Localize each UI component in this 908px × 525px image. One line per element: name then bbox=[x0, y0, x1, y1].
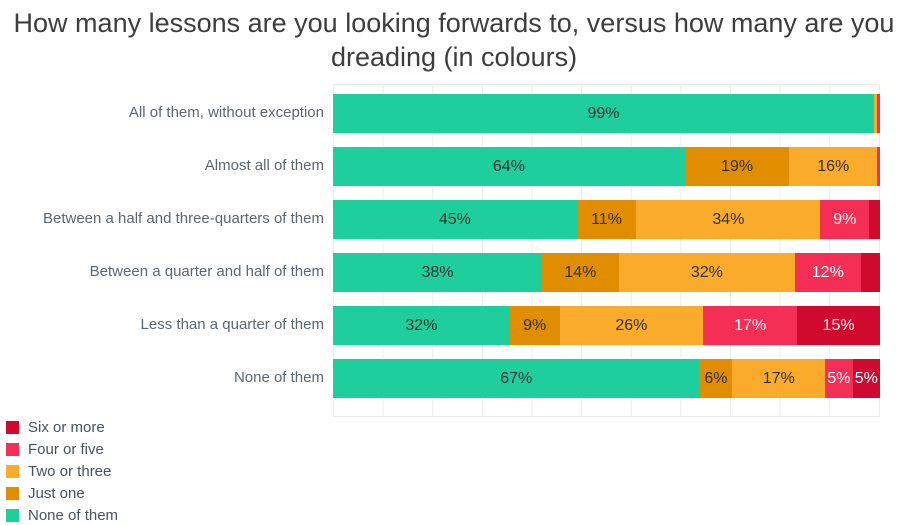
bar-value-label: 26% bbox=[615, 316, 648, 334]
bar-segment-four-or-five[interactable]: 5% bbox=[825, 359, 853, 399]
bar-segment-six-or-more[interactable] bbox=[860, 253, 880, 293]
stacked-bar-chart: All of them, without exception 99% Almost … bbox=[0, 84, 908, 418]
stacked-bar: 32% 9% 26% 17% 15% bbox=[333, 306, 880, 346]
bar-value-label: 67% bbox=[500, 369, 533, 387]
bar-value-label: 6% bbox=[704, 369, 728, 387]
bar-value-label: 19% bbox=[721, 157, 754, 175]
bar-value-label: 17% bbox=[762, 369, 795, 387]
legend-item-four-or-five[interactable]: Four or five bbox=[6, 438, 908, 460]
bar-segment-just-one[interactable]: 6% bbox=[699, 359, 733, 399]
category-label: Between a half and three-quarters of the… bbox=[42, 210, 324, 228]
bar-value-label: 9% bbox=[523, 316, 547, 334]
bar-value-label: 12% bbox=[811, 263, 844, 281]
chart-row: Almost all of them 64% 19% 16% bbox=[0, 140, 908, 193]
bar-value-label: 14% bbox=[564, 263, 597, 281]
bar-value-label: 17% bbox=[734, 316, 767, 334]
bar-segment-two-or-three[interactable] bbox=[873, 94, 877, 134]
bar-value-label: 5% bbox=[854, 369, 878, 387]
legend-swatch-icon bbox=[6, 442, 19, 456]
bar-segment-none-of-them[interactable]: 32% bbox=[333, 306, 510, 346]
legend-swatch-icon bbox=[6, 508, 19, 522]
bar-segment-just-one[interactable]: 9% bbox=[509, 306, 560, 346]
bar-segment-six-or-more[interactable] bbox=[869, 200, 881, 240]
chart-legend: Six or more Four or five Two or three Just … bbox=[6, 416, 908, 525]
category-label: All of them, without exception bbox=[128, 104, 324, 122]
bar-segment-four-or-five[interactable]: 12% bbox=[794, 253, 861, 293]
legend-label: Two or three bbox=[28, 462, 112, 480]
bar-segment-six-or-more[interactable]: 5% bbox=[852, 359, 880, 399]
chart-row: Less than a quarter of them 32% 9% 26% 17% 15… bbox=[0, 299, 908, 352]
bar-value-label: 45% bbox=[438, 210, 471, 228]
legend-label: Just one bbox=[28, 484, 85, 502]
bar-segment-six-or-more[interactable]: 15% bbox=[797, 306, 880, 346]
bar-segment-just-one[interactable]: 19% bbox=[684, 147, 790, 187]
bar-segment-two-or-three[interactable]: 17% bbox=[732, 359, 826, 399]
bar-segment-none-of-them[interactable]: 45% bbox=[333, 200, 577, 240]
chart-title: How many lessons are you looking forward… bbox=[13, 8, 895, 73]
bar-value-label: 32% bbox=[405, 316, 438, 334]
bar-segment-just-one[interactable]: 11% bbox=[576, 200, 637, 240]
legend-item-none-of-them[interactable]: None of them bbox=[6, 504, 908, 525]
bar-value-label: 34% bbox=[712, 210, 745, 228]
bar-value-label: 5% bbox=[827, 369, 851, 387]
category-label: None of them bbox=[233, 369, 324, 387]
bar-segment-none-of-them[interactable]: 99% bbox=[333, 94, 874, 134]
legend-item-two-or-three[interactable]: Two or three bbox=[6, 460, 908, 482]
bar-segment-none-of-them[interactable]: 38% bbox=[333, 253, 542, 293]
legend-item-six-or-more[interactable]: Six or more bbox=[6, 416, 908, 438]
legend-label: Four or five bbox=[28, 440, 104, 458]
bar-value-label: 38% bbox=[421, 263, 454, 281]
chart-row: Between a quarter and half of them 38% 14%… bbox=[0, 246, 908, 299]
chart-rows: All of them, without exception 99% Almost … bbox=[0, 87, 908, 405]
bar-segment-just-one[interactable]: 14% bbox=[541, 253, 619, 293]
legend-item-just-one[interactable]: Just one bbox=[6, 482, 908, 504]
legend-swatch-icon bbox=[6, 420, 19, 434]
bar-segment-two-or-three[interactable]: 34% bbox=[636, 200, 821, 240]
bar-value-label: 15% bbox=[822, 316, 855, 334]
stacked-bar: 64% 19% 16% bbox=[333, 147, 880, 187]
chart-row: All of them, without exception 99% bbox=[0, 87, 908, 140]
legend-label: Six or more bbox=[28, 418, 105, 436]
bar-segment-four-or-five[interactable]: 17% bbox=[703, 306, 798, 346]
category-label: Between a quarter and half of them bbox=[89, 263, 324, 281]
bar-value-label: 64% bbox=[492, 157, 525, 175]
stacked-bar: 99% bbox=[333, 94, 880, 134]
legend-swatch-icon bbox=[6, 464, 19, 478]
bar-value-label: 32% bbox=[690, 263, 723, 281]
bar-segment-two-or-three[interactable]: 26% bbox=[559, 306, 704, 346]
bar-segment-none-of-them[interactable]: 64% bbox=[333, 147, 685, 187]
category-label: Almost all of them bbox=[204, 157, 324, 175]
bar-segment-four-or-five[interactable]: 9% bbox=[820, 200, 870, 240]
legend-swatch-icon bbox=[6, 486, 19, 500]
chart-row: Between a half and three-quarters of the… bbox=[0, 193, 908, 246]
bar-segment-four-or-five[interactable] bbox=[877, 147, 880, 187]
bar-segment-two-or-three[interactable]: 16% bbox=[789, 147, 878, 187]
bar-value-label: 99% bbox=[587, 104, 620, 122]
bar-segment-four-or-five[interactable] bbox=[876, 94, 880, 134]
bar-value-label: 9% bbox=[833, 210, 857, 228]
bar-value-label: 16% bbox=[817, 157, 850, 175]
category-label: Less than a quarter of them bbox=[140, 316, 324, 334]
bar-value-label: 11% bbox=[591, 210, 622, 228]
stacked-bar: 67% 6% 17% 5% 5% bbox=[333, 359, 880, 399]
stacked-bar: 45% 11% 34% 9% bbox=[333, 200, 881, 240]
legend-label: None of them bbox=[28, 506, 119, 524]
stacked-bar: 38% 14% 32% 12% bbox=[333, 253, 880, 293]
bar-segment-two-or-three[interactable]: 32% bbox=[618, 253, 795, 293]
bar-segment-none-of-them[interactable]: 67% bbox=[333, 359, 700, 399]
chart-row: None of them 67% 6% 17% 5% 5% bbox=[0, 352, 908, 405]
